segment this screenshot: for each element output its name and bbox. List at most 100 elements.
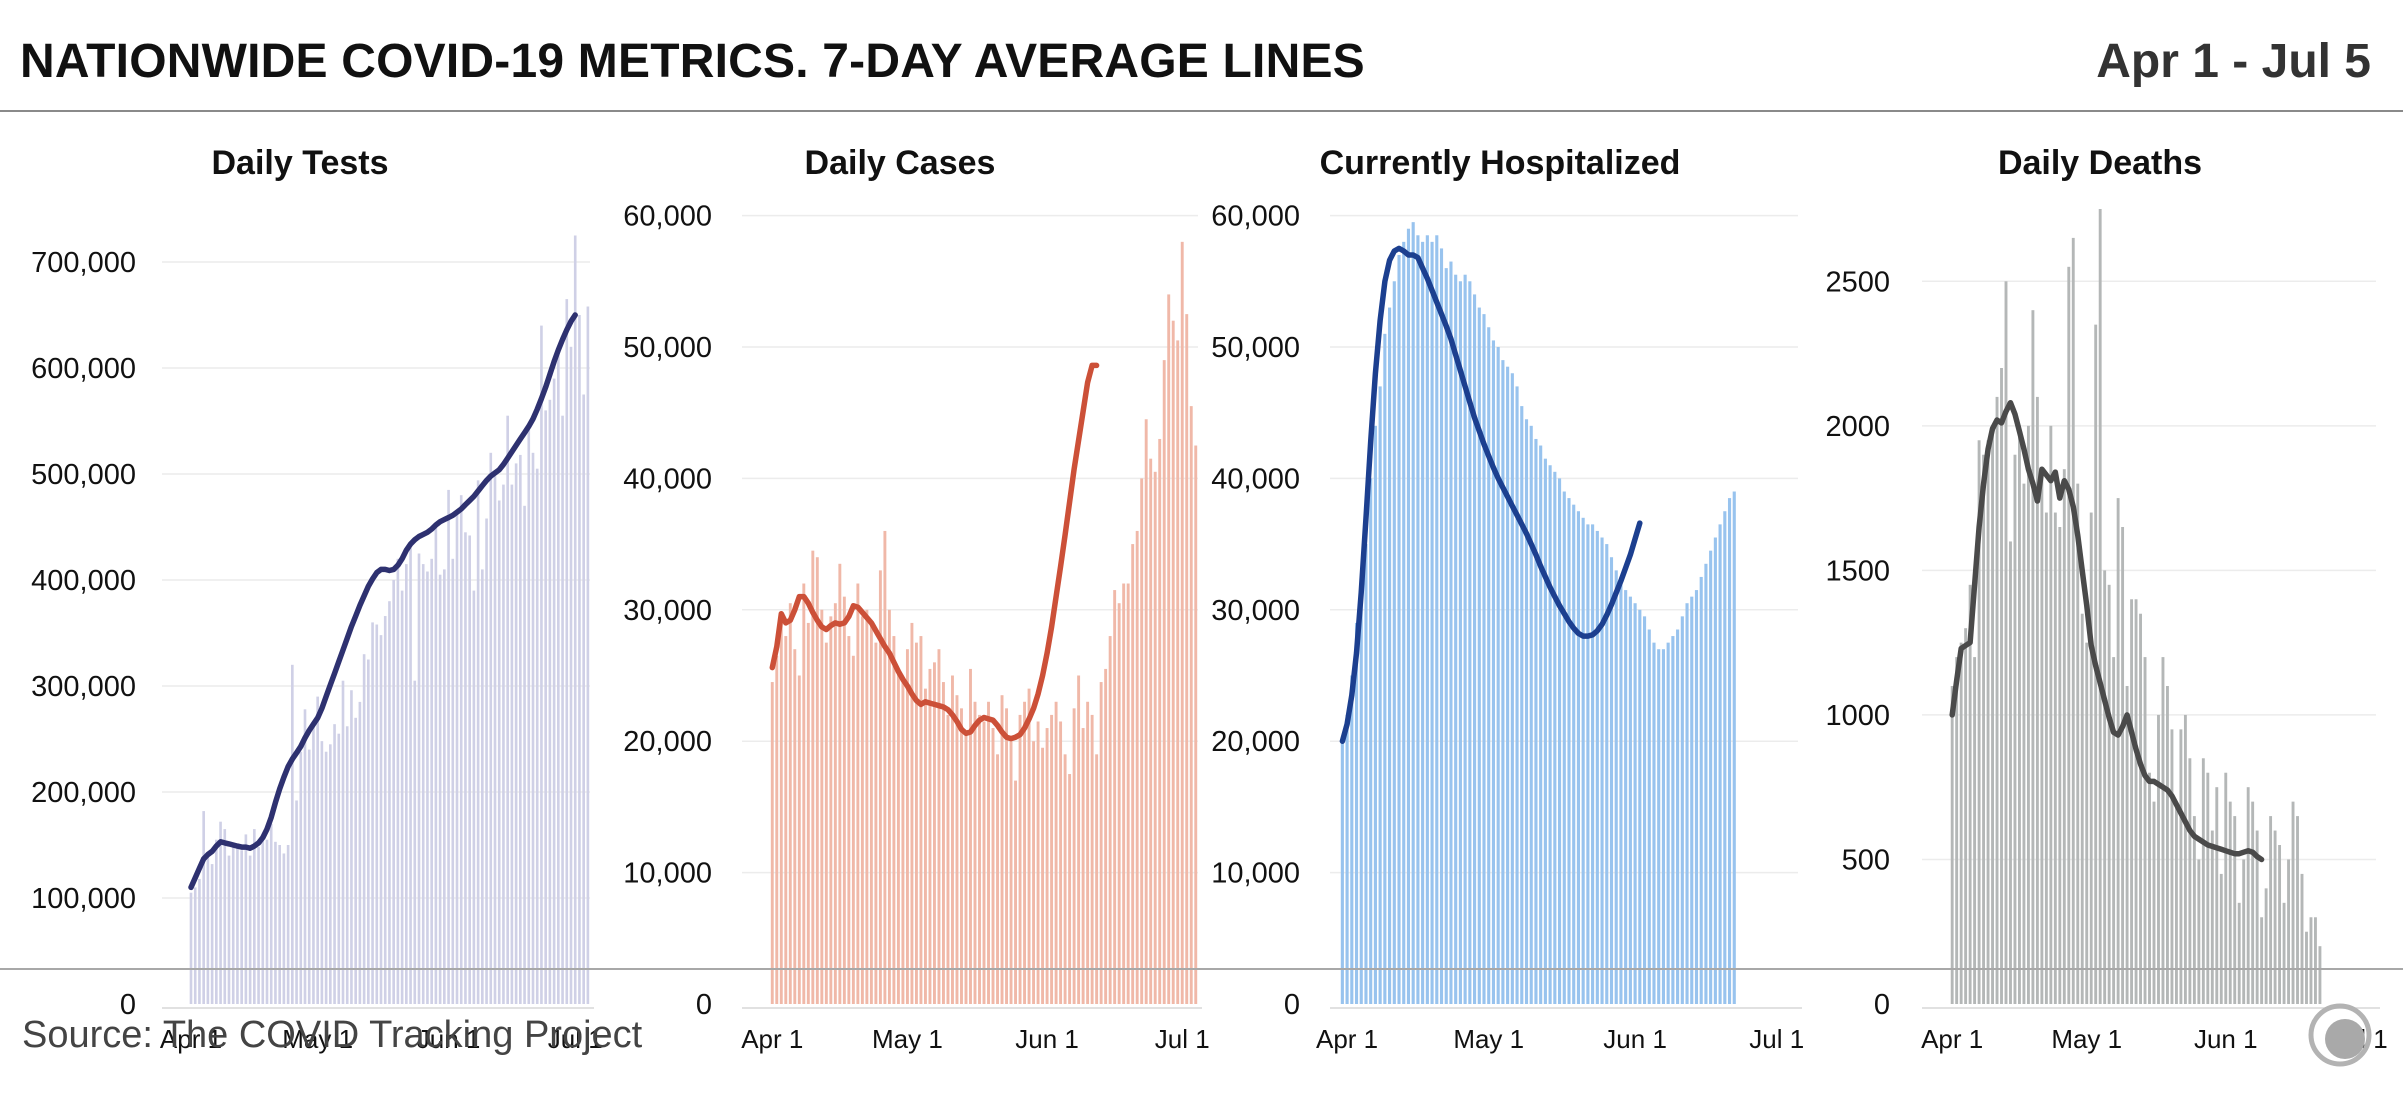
bar xyxy=(1473,294,1477,1004)
bar xyxy=(2242,859,2246,1004)
bar xyxy=(1680,616,1684,1004)
bar xyxy=(960,708,963,1004)
bar xyxy=(379,635,383,1004)
bar xyxy=(1614,570,1618,1004)
bar xyxy=(2116,498,2120,1004)
bar xyxy=(2026,425,2030,1004)
bars xyxy=(1340,222,1736,1005)
bar xyxy=(969,668,972,1004)
bar xyxy=(793,649,797,1004)
x-tick-label: Apr 1 xyxy=(160,1024,222,1054)
bar xyxy=(2058,527,2062,1004)
bar xyxy=(476,480,480,1004)
bar xyxy=(189,892,193,1004)
bar xyxy=(1468,281,1472,1004)
bar xyxy=(282,853,286,1004)
y-tick-label: 400,000 xyxy=(31,565,136,597)
bar xyxy=(1605,544,1609,1004)
bar xyxy=(1158,438,1162,1004)
date-range: Apr 1 - Jul 5 xyxy=(2096,35,2371,88)
bar xyxy=(2296,816,2299,1004)
bar xyxy=(1690,596,1694,1004)
y-tick-label: 500 xyxy=(1842,844,1890,876)
bar xyxy=(802,583,806,1004)
bar xyxy=(320,741,324,1004)
bar xyxy=(779,622,783,1004)
daily-tests-chart: Daily Tests 0 100,000 200,000 300,000 400,00… xyxy=(0,114,603,1054)
y-tick-label: 50,000 xyxy=(1211,332,1300,364)
bar xyxy=(1068,774,1072,1004)
bar xyxy=(274,841,277,1004)
bar xyxy=(914,642,918,1004)
bar xyxy=(1713,537,1717,1004)
bar xyxy=(1959,642,1963,1004)
bar xyxy=(1144,419,1148,1004)
bar xyxy=(472,590,476,1004)
bar xyxy=(1009,741,1013,1004)
bar xyxy=(2309,917,2313,1004)
bar xyxy=(1340,741,1344,1004)
bar xyxy=(531,452,535,1004)
bar xyxy=(2170,729,2174,1004)
bar xyxy=(851,655,855,1004)
bar xyxy=(1099,682,1103,1004)
bar xyxy=(2134,599,2138,1004)
bar xyxy=(2206,772,2210,1004)
bar xyxy=(1354,622,1359,1004)
bar xyxy=(1704,563,1708,1004)
bar xyxy=(2278,845,2282,1004)
bar xyxy=(510,484,514,1005)
bar xyxy=(388,601,391,1004)
bar xyxy=(540,325,543,1005)
bar xyxy=(502,484,505,1005)
bar xyxy=(303,709,307,1004)
bar xyxy=(2237,902,2241,1004)
bars xyxy=(770,241,1198,1005)
bar xyxy=(964,734,968,1004)
currently-hospitalized-plot: 0 10,000 20,000 30,000 40,000 50,000 60,000 Apr… xyxy=(1211,201,1804,1054)
y-tick-label: 2000 xyxy=(1825,411,1890,443)
bar xyxy=(2300,873,2304,1004)
bar xyxy=(1496,346,1500,1004)
bar xyxy=(421,564,425,1004)
bar xyxy=(1032,741,1036,1004)
x-tick-label: Jun 1 xyxy=(1015,1024,1079,1054)
bar xyxy=(2255,830,2259,1004)
bar xyxy=(1180,241,1184,1004)
bar xyxy=(865,609,869,1004)
bar xyxy=(451,558,455,1004)
bar xyxy=(1439,248,1444,1004)
bar xyxy=(295,800,298,1004)
bar xyxy=(202,811,205,1004)
bar xyxy=(901,682,905,1004)
bar xyxy=(1113,590,1117,1004)
y-tick-label: 40,000 xyxy=(623,463,712,495)
bar xyxy=(1562,491,1566,1005)
bar xyxy=(392,580,395,1004)
bar xyxy=(1727,498,1732,1004)
bar xyxy=(375,624,379,1004)
bar xyxy=(367,659,370,1004)
bar xyxy=(2107,584,2111,1004)
bar xyxy=(1709,550,1713,1004)
bar xyxy=(2192,816,2196,1004)
bar xyxy=(2314,917,2317,1004)
bar xyxy=(2080,613,2084,1004)
bar xyxy=(1406,228,1411,1004)
x-tick-label: Jul 1 xyxy=(548,1024,603,1054)
bar xyxy=(544,410,547,1004)
bar xyxy=(269,823,273,1004)
bar xyxy=(1524,419,1529,1004)
bar xyxy=(2018,425,2021,1004)
bar xyxy=(506,415,509,1004)
bar xyxy=(1491,340,1496,1004)
bar xyxy=(519,454,522,1004)
bar xyxy=(1671,636,1675,1004)
bar xyxy=(426,571,429,1004)
bar xyxy=(1586,524,1590,1004)
bar xyxy=(1628,596,1632,1004)
bar xyxy=(1732,491,1736,1005)
bar xyxy=(833,603,837,1004)
bar xyxy=(341,680,345,1004)
average-line xyxy=(188,312,578,891)
